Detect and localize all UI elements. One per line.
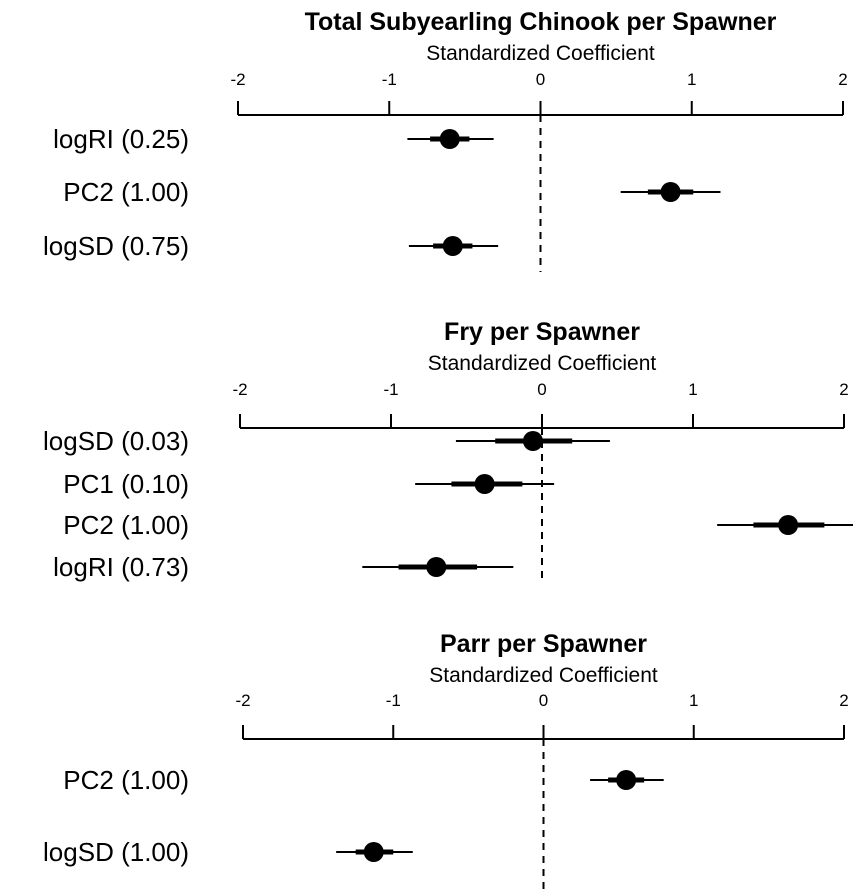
estimate-point bbox=[363, 842, 384, 862]
x-tick-label: -2 bbox=[235, 691, 250, 710]
row-label: logSD (0.75) bbox=[43, 231, 189, 261]
estimate-point bbox=[778, 515, 799, 535]
x-tick-label: -1 bbox=[383, 380, 398, 399]
estimate-point bbox=[439, 129, 460, 149]
x-tick-label: 0 bbox=[539, 691, 548, 710]
estimate-point bbox=[660, 182, 681, 202]
x-axis-label: Standardized Coefficient bbox=[428, 352, 657, 375]
row-label: PC1 (0.10) bbox=[63, 469, 189, 499]
x-tick-label: 0 bbox=[536, 70, 545, 89]
x-tick-label: -1 bbox=[382, 70, 397, 89]
panel-title: Parr per Spawner bbox=[440, 630, 647, 658]
estimate-point bbox=[426, 557, 447, 577]
x-tick-label: 2 bbox=[839, 691, 848, 710]
x-tick-label: 1 bbox=[687, 70, 696, 89]
row-label: logRI (0.73) bbox=[53, 552, 189, 582]
estimate-point bbox=[616, 770, 637, 790]
x-tick-label: 2 bbox=[838, 70, 847, 89]
row-label: logRI (0.25) bbox=[53, 124, 189, 154]
forest-panel-3: Parr per Spawner Standardized Coefficient… bbox=[43, 630, 849, 894]
forest-panel-2: Fry per Spawner Standardized Coefficient -… bbox=[43, 318, 853, 583]
row-label: logSD (1.00) bbox=[43, 837, 189, 867]
estimate-point bbox=[474, 474, 495, 494]
x-tick-label: 1 bbox=[689, 691, 698, 710]
row-label: logSD (0.03) bbox=[43, 426, 189, 456]
x-tick-label: -1 bbox=[386, 691, 401, 710]
row-label: PC2 (1.00) bbox=[63, 765, 189, 795]
estimate-point bbox=[522, 431, 543, 451]
x-tick-label: -2 bbox=[230, 70, 245, 89]
x-tick-label: 1 bbox=[688, 380, 697, 399]
x-tick-label: 0 bbox=[537, 380, 546, 399]
x-axis-label: Standardized Coefficient bbox=[426, 42, 655, 65]
x-tick-label: 2 bbox=[839, 380, 848, 399]
panel-title: Fry per Spawner bbox=[444, 318, 640, 346]
panel-title: Total Subyearling Chinook per Spawner bbox=[305, 8, 777, 36]
row-label: PC2 (1.00) bbox=[63, 177, 189, 207]
estimate-point bbox=[442, 236, 463, 256]
row-label: PC2 (1.00) bbox=[63, 510, 189, 540]
x-axis-label: Standardized Coefficient bbox=[429, 664, 658, 687]
forest-panel-1: Total Subyearling Chinook per Spawner Sta… bbox=[43, 8, 848, 272]
x-tick-label: -2 bbox=[232, 380, 247, 399]
